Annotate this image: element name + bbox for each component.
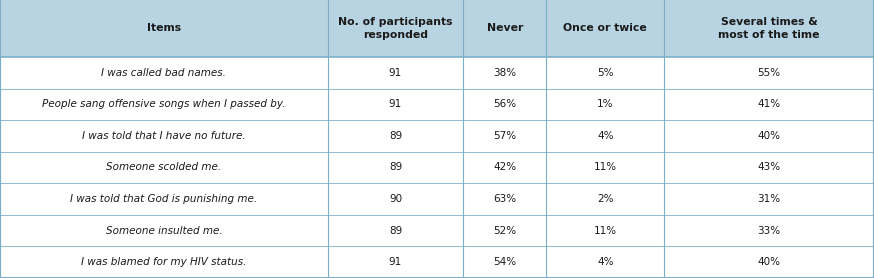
Text: 41%: 41%	[758, 99, 780, 109]
Text: I was told that I have no future.: I was told that I have no future.	[82, 131, 246, 141]
Text: 91: 91	[389, 257, 402, 267]
Text: Several times &
most of the time: Several times & most of the time	[718, 17, 820, 40]
Text: 38%: 38%	[493, 68, 517, 78]
Text: Once or twice: Once or twice	[564, 24, 647, 33]
Text: 1%: 1%	[597, 99, 614, 109]
Text: 40%: 40%	[758, 257, 780, 267]
Text: 91: 91	[389, 68, 402, 78]
Text: 89: 89	[389, 226, 402, 236]
Text: 55%: 55%	[758, 68, 780, 78]
Text: 89: 89	[389, 131, 402, 141]
Text: 4%: 4%	[597, 257, 614, 267]
Text: Never: Never	[487, 24, 523, 33]
Text: People sang offensive songs when I passed by.: People sang offensive songs when I passe…	[42, 99, 286, 109]
Text: 90: 90	[389, 194, 402, 204]
Text: I was told that God is punishing me.: I was told that God is punishing me.	[70, 194, 258, 204]
Text: 11%: 11%	[593, 163, 617, 172]
Text: 43%: 43%	[758, 163, 780, 172]
Text: 56%: 56%	[493, 99, 517, 109]
Text: 4%: 4%	[597, 131, 614, 141]
Text: No. of participants
responded: No. of participants responded	[338, 17, 453, 40]
Text: Items: Items	[147, 24, 181, 33]
Text: 40%: 40%	[758, 131, 780, 141]
Text: 63%: 63%	[493, 194, 517, 204]
Text: 54%: 54%	[493, 257, 517, 267]
Text: 2%: 2%	[597, 194, 614, 204]
Text: I was blamed for my HIV status.: I was blamed for my HIV status.	[81, 257, 246, 267]
Text: 42%: 42%	[493, 163, 517, 172]
Text: Someone insulted me.: Someone insulted me.	[106, 226, 222, 236]
Text: 31%: 31%	[758, 194, 780, 204]
Text: Someone scolded me.: Someone scolded me.	[107, 163, 221, 172]
Text: 91: 91	[389, 99, 402, 109]
Text: I was called bad names.: I was called bad names.	[101, 68, 226, 78]
Text: 57%: 57%	[493, 131, 517, 141]
Text: 52%: 52%	[493, 226, 517, 236]
Bar	[0, 0, 874, 57]
Text: 33%: 33%	[758, 226, 780, 236]
Text: 89: 89	[389, 163, 402, 172]
Text: 5%: 5%	[597, 68, 614, 78]
Text: 11%: 11%	[593, 226, 617, 236]
